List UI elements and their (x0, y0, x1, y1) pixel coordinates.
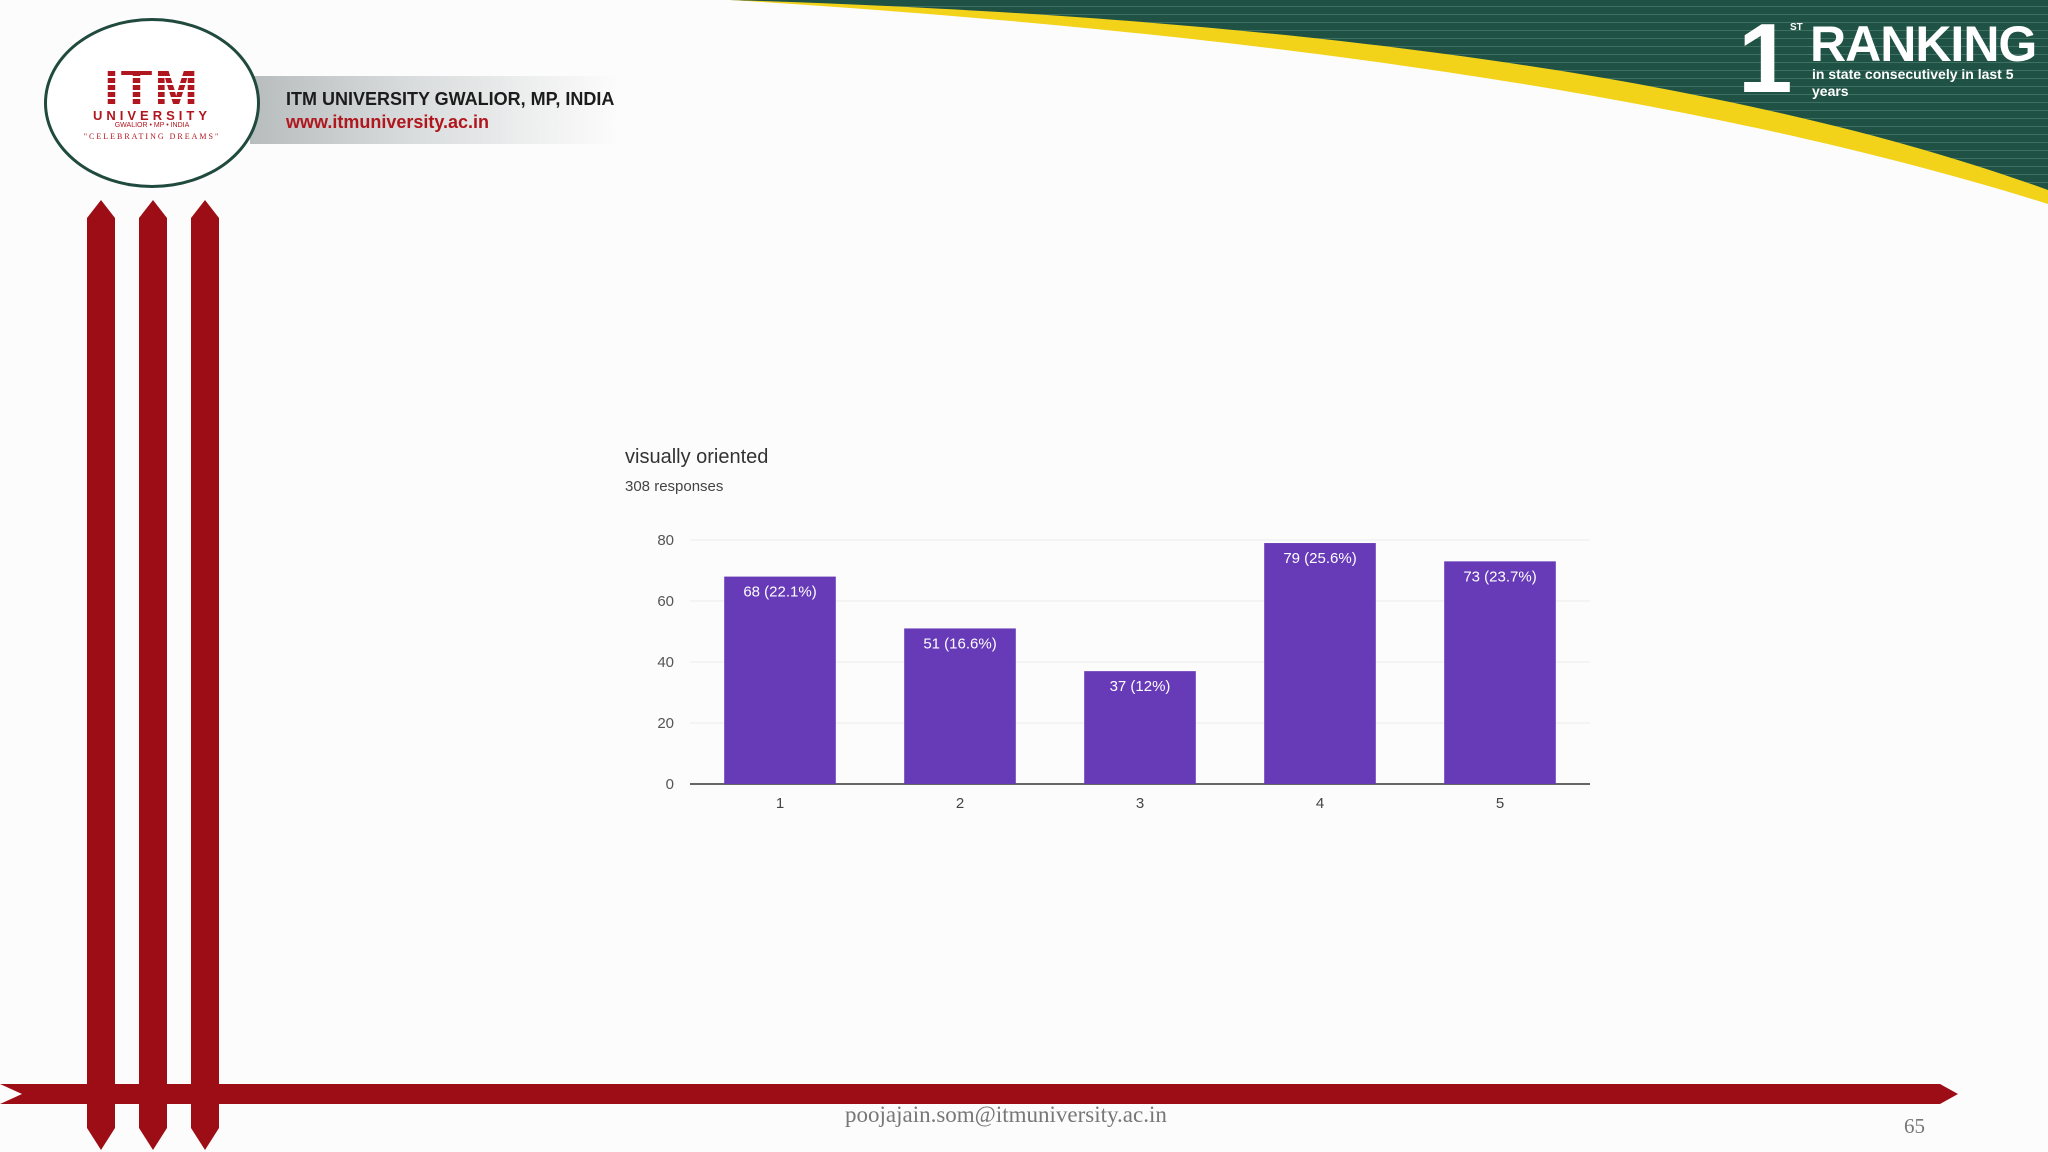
y-tick-label: 0 (666, 776, 674, 793)
y-tick-label: 20 (657, 715, 674, 732)
bar-data-label: 51 (16.6%) (923, 635, 996, 652)
ranking-title: RANKING (1810, 16, 2037, 72)
y-tick-label: 40 (657, 654, 674, 671)
chart-title: visually oriented (625, 446, 769, 468)
logo-university-text: UNIVERSITY (92, 108, 211, 123)
ranking-ordinal: ST (1790, 22, 1803, 33)
y-tick-label: 80 (657, 532, 674, 549)
bar-data-label: 73 (23.7%) (1463, 568, 1536, 585)
university-logo (44, 18, 260, 188)
header-band (250, 76, 620, 144)
page-number: 65 (1904, 1114, 1925, 1138)
chart-subtitle: 308 responses (625, 478, 724, 495)
red-horizontal-arrow (0, 1084, 1958, 1104)
bar-data-label: 79 (25.6%) (1283, 550, 1356, 567)
logo-location-text: GWALIOR • MP • INDIA (114, 122, 190, 129)
x-tick-label: 2 (956, 795, 964, 812)
bar (1444, 561, 1556, 784)
logo-tagline: "CELEBRATING DREAMS" (83, 132, 221, 141)
bar-data-label: 37 (12%) (1110, 678, 1171, 695)
red-vertical-arrows (87, 200, 219, 1150)
bar-data-label: 68 (22.1%) (743, 584, 816, 601)
x-tick-label: 3 (1136, 795, 1144, 812)
logo-itm-text: ITM (82, 62, 222, 114)
header-green-swoosh (730, 0, 2048, 196)
bar (1084, 671, 1196, 784)
footer-email: poojajain.som@itmuniversity.ac.in (845, 1102, 1167, 1127)
x-tick-label: 4 (1316, 795, 1324, 812)
bar (904, 628, 1016, 784)
university-name: ITM UNIVERSITY GWALIOR, MP, INDIA (286, 89, 615, 109)
bar (724, 576, 836, 784)
bar (1264, 543, 1376, 784)
ranking-number: 1 (1738, 3, 1793, 113)
x-tick-label: 1 (776, 795, 784, 812)
university-website: www.itmuniversity.ac.in (286, 112, 490, 132)
y-tick-label: 60 (657, 593, 674, 610)
bar-chart: 0 20 40 60 80 68 (22.1%) 1 51 (16.6%) 2 37 (12%) 3… (657, 532, 1590, 812)
ranking-subtitle: in state consecutively in last 5 years (1812, 66, 2014, 99)
x-tick-label: 5 (1496, 795, 1504, 812)
